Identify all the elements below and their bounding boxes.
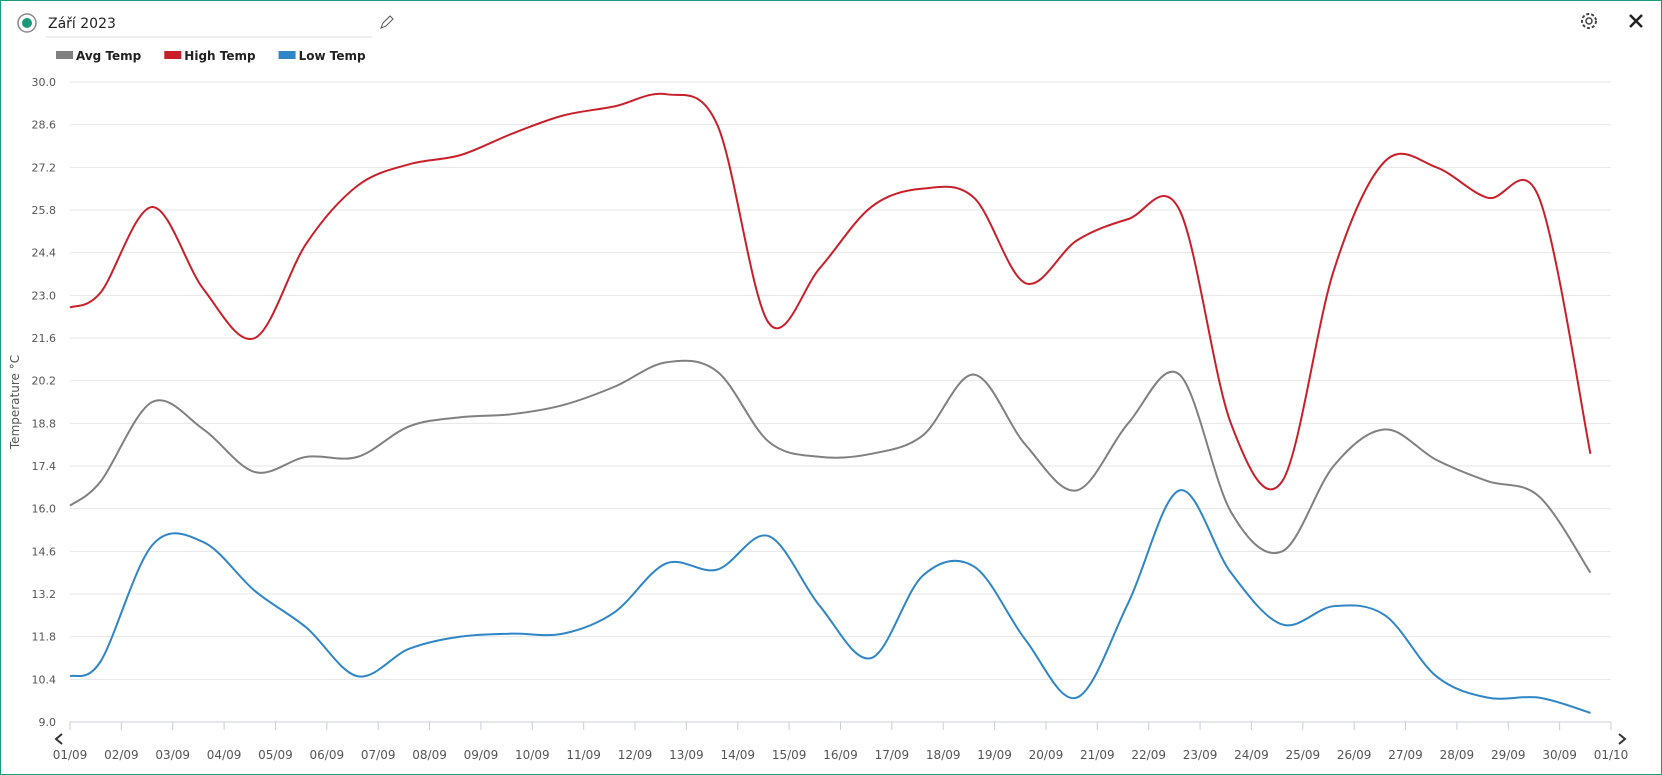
y-tick-label: 28.6 [32, 119, 57, 132]
radio[interactable] [17, 13, 37, 33]
x-tick-label: 02/09 [104, 748, 139, 762]
y-axis-label: Temperature °C [8, 355, 22, 450]
x-tick-label: 29/09 [1491, 748, 1526, 762]
x-tick-label: 15/09 [772, 748, 807, 762]
x-tick-label: 21/09 [1080, 748, 1115, 762]
x-tick-label: 12/09 [618, 748, 653, 762]
x-tick-label: 04/09 [207, 748, 242, 762]
y-tick-label: 18.8 [32, 417, 57, 430]
legend-label: Low Temp [299, 49, 366, 63]
x-tick-label: 01/09 [53, 748, 88, 762]
x-tick-label: 28/09 [1440, 748, 1475, 762]
x-tick-label: 11/09 [566, 748, 601, 762]
close-icon[interactable] [1629, 14, 1643, 28]
legend-swatch [164, 51, 182, 59]
legend-label: High Temp [184, 49, 256, 63]
legend-swatch [278, 51, 296, 59]
y-tick-label: 13.2 [32, 588, 57, 601]
x-tick-label: 16/09 [823, 748, 858, 762]
line-series [69, 359, 1592, 574]
x-tick-label: 01/10 [1594, 748, 1629, 762]
y-tick-label: 11.8 [32, 631, 57, 644]
x-tick-label: 30/09 [1542, 748, 1577, 762]
x-tick-label: 13/09 [669, 748, 704, 762]
x-tick-label: 24/09 [1234, 748, 1269, 762]
x-tick-label: 27/09 [1388, 748, 1423, 762]
y-tick-label: 23.0 [32, 289, 57, 302]
y-tick-label: 16.0 [32, 503, 57, 516]
y-tick-label: 14.6 [32, 545, 57, 558]
legend-swatch [56, 51, 73, 59]
y-tick-label: 20.2 [32, 375, 57, 388]
x-tick-label: 17/09 [875, 748, 910, 762]
x-tick-label: 23/09 [1183, 748, 1218, 762]
y-tick-label: 21.6 [32, 332, 57, 345]
x-tick-label: 20/09 [1029, 748, 1064, 762]
x-tick-label: 06/09 [310, 748, 345, 762]
legend-label: Avg Temp [76, 49, 142, 63]
x-tick-label: 08/09 [412, 748, 447, 762]
y-tick-label: 24.4 [32, 247, 57, 260]
line-series [69, 489, 1591, 714]
x-tick-label: 14/09 [720, 748, 755, 762]
x-tick-label: 25/09 [1286, 748, 1321, 762]
edit-icon[interactable] [380, 15, 394, 29]
y-tick-label: 17.4 [32, 460, 57, 473]
x-tick-label: 03/09 [155, 748, 190, 762]
prev-arrow[interactable] [54, 733, 63, 745]
y-tick-label: 9.0 [39, 716, 57, 729]
y-tick-label: 25.8 [32, 204, 57, 217]
line-series [69, 92, 1592, 491]
title: Září 2023 [48, 16, 116, 32]
y-tick-label: 30.0 [32, 76, 57, 89]
x-tick-label: 18/09 [926, 748, 961, 762]
y-tick-label: 10.4 [32, 673, 57, 686]
radio-dot [22, 18, 32, 28]
x-tick-label: 26/09 [1337, 748, 1372, 762]
x-tick-label: 05/09 [258, 748, 293, 762]
x-tick-label: 10/09 [515, 748, 550, 762]
x-tick-label: 07/09 [361, 748, 396, 762]
x-tick-label: 22/09 [1131, 748, 1166, 762]
x-tick-label: 09/09 [464, 748, 499, 762]
x-tick-label: 19/09 [977, 748, 1012, 762]
settings-icon[interactable] [1581, 13, 1597, 29]
y-tick-label: 27.2 [32, 161, 57, 174]
next-arrow[interactable] [1618, 733, 1627, 745]
